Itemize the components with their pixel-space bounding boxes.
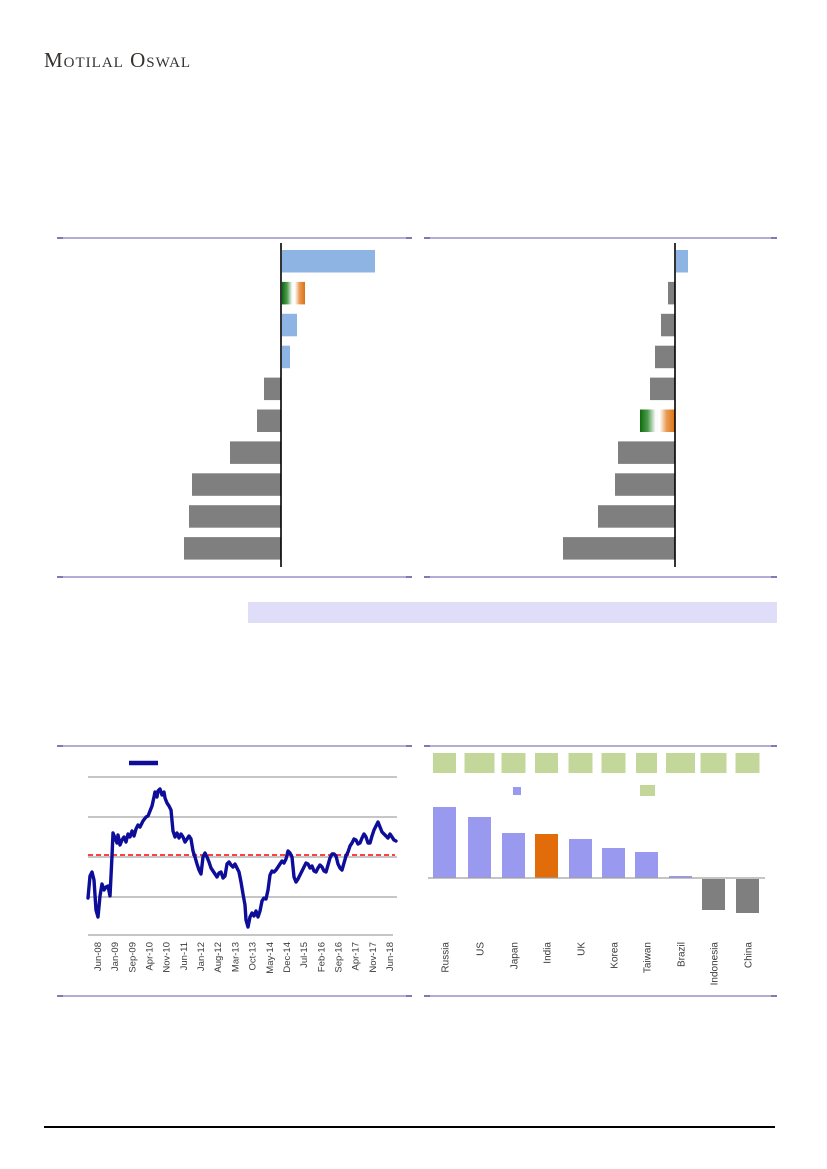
category-label: India <box>543 942 554 964</box>
category-label: US <box>476 942 487 956</box>
chart-country-bars: Russia US Japan India UK Korea Taiwan Brazil Ind… <box>424 745 777 997</box>
x-tick-label: Jun-18 <box>385 942 396 971</box>
bar <box>192 473 281 496</box>
data-label-box <box>601 753 626 773</box>
chart-top-right <box>424 237 777 578</box>
x-tick-label: Feb-16 <box>316 942 327 972</box>
bar <box>655 345 675 369</box>
x-tick-label: Nov-10 <box>162 942 173 973</box>
x-tick-label: Jan-09 <box>110 942 121 971</box>
category-label: China <box>744 942 755 969</box>
legend-swatch-green <box>640 785 655 796</box>
highlight-band <box>248 602 777 623</box>
data-label-box <box>666 753 695 773</box>
chart-border <box>424 995 777 997</box>
chart-border <box>424 237 777 239</box>
data-label-box <box>501 753 526 773</box>
hbar-left-plot <box>184 243 375 567</box>
bar <box>282 313 297 337</box>
category-label: Japan <box>510 942 521 969</box>
data-label-box <box>636 753 657 773</box>
category-label: Indonesia <box>710 942 721 986</box>
bar <box>668 281 675 305</box>
x-tick-label: Mar-13 <box>230 942 241 972</box>
bar <box>282 345 290 369</box>
chart-border <box>424 745 777 747</box>
bar-korea <box>602 848 625 878</box>
india-flag-bar <box>640 409 675 432</box>
x-tick-label: Jun-08 <box>93 942 104 971</box>
bar <box>618 441 675 464</box>
bar <box>264 377 281 401</box>
category-label: UK <box>577 942 588 956</box>
category-label: Korea <box>610 942 621 969</box>
x-tick-label: Apr-17 <box>351 942 362 971</box>
category-label: Russia <box>441 942 452 973</box>
hbar-right-plot <box>563 243 688 567</box>
india-flag-bar <box>282 281 305 305</box>
x-tick-label: Aug-12 <box>213 942 224 973</box>
bar-uk <box>569 839 592 878</box>
country-bar-plot: Russia US Japan India UK Korea Taiwan Brazil Ind… <box>428 753 765 986</box>
bar-indonesia <box>702 879 725 910</box>
data-label-box <box>535 753 558 773</box>
data-line <box>86 787 398 929</box>
bar <box>230 441 281 464</box>
x-tick-label: Oct-13 <box>248 942 259 971</box>
data-label-box <box>700 753 727 773</box>
chart-line: Jun-08 Jan-09 Sep-09 Apr-10 Nov-10 Jun-11 Jan-… <box>57 745 412 997</box>
chart-border <box>57 576 412 578</box>
chart-border <box>57 995 412 997</box>
chart-border <box>424 576 777 578</box>
x-tick-label: Jul-15 <box>299 942 310 968</box>
category-label: Taiwan <box>643 942 654 973</box>
bar-us <box>468 817 491 878</box>
bar-taiwan <box>635 852 658 878</box>
chart-border <box>57 745 412 747</box>
bar <box>563 537 675 560</box>
data-label-box <box>568 753 593 773</box>
x-tick-label: Apr-10 <box>145 942 156 971</box>
chart-border <box>57 237 412 239</box>
bar <box>676 250 688 273</box>
bar <box>598 505 675 528</box>
x-tick-label: Nov-17 <box>368 942 379 973</box>
legend-swatch-purple <box>513 787 521 795</box>
data-label-box <box>464 753 495 773</box>
bar-japan <box>502 833 525 878</box>
bar-china <box>736 879 759 913</box>
bar <box>184 537 281 560</box>
bar <box>615 473 675 496</box>
data-label-box <box>433 753 456 773</box>
bar-brazil <box>669 876 692 878</box>
data-label-box <box>735 753 760 773</box>
category-label: Brazil <box>677 942 688 967</box>
footer-divider <box>44 1126 775 1128</box>
x-tick-label: Jun-11 <box>179 942 190 970</box>
x-tick-label: Sep-16 <box>333 942 344 973</box>
bar-russia <box>433 807 456 878</box>
bar <box>282 250 375 273</box>
bar-india <box>535 834 558 878</box>
bar <box>189 505 281 528</box>
bar <box>257 409 281 432</box>
x-tick-label: May-14 <box>265 942 276 974</box>
x-tick-label: Dec-14 <box>282 942 293 973</box>
chart-top-left <box>57 237 412 578</box>
company-logo: Motilal Oswal <box>44 48 192 72</box>
line-plot: Jun-08 Jan-09 Sep-09 Apr-10 Nov-10 Jun-11 Jan-… <box>86 760 398 974</box>
x-tick-label: Jan-12 <box>196 942 207 971</box>
bar <box>661 313 675 337</box>
x-tick-label: Sep-09 <box>127 942 138 973</box>
bar <box>650 377 675 401</box>
